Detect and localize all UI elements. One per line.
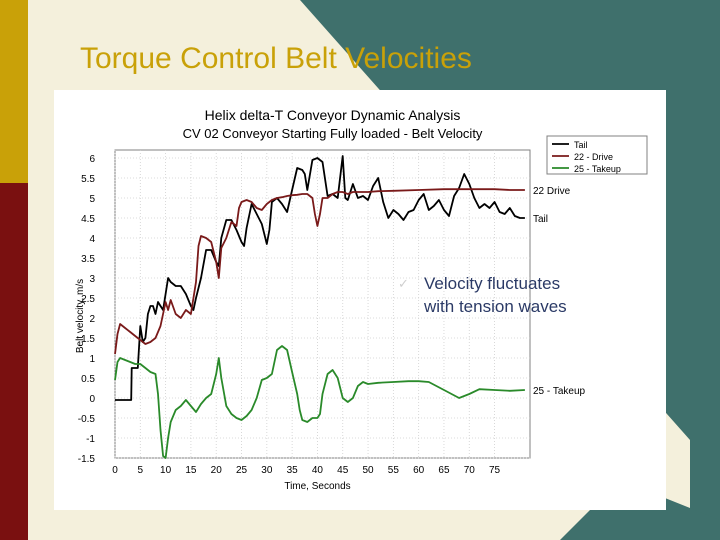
red-accent-bar	[0, 183, 28, 540]
y-tick-label: 4	[89, 234, 95, 245]
series-line-takeup	[114, 345, 525, 459]
y-tick-label: -0.5	[78, 414, 96, 425]
y-tick-label: 2.5	[81, 294, 95, 305]
y-tick-label: 6	[89, 154, 95, 165]
y-tick-label: 1	[89, 354, 95, 365]
x-tick-label: 55	[388, 465, 400, 476]
legend-label-drive: 22 - Drive	[574, 152, 613, 162]
gold-accent-bar	[0, 0, 28, 183]
y-tick-label: 2	[89, 314, 95, 325]
x-tick-label: 60	[413, 465, 425, 476]
y-tick-label: 4.5	[81, 214, 95, 225]
y-tick-label: 5	[89, 194, 95, 205]
y-tick-label: 3.5	[81, 254, 95, 265]
y-axis-label: Belt velocity, m/s	[75, 279, 86, 353]
series-end-label-tail: Tail	[533, 214, 548, 225]
x-tick-label: 30	[261, 465, 273, 476]
y-tick-label: 1.5	[81, 334, 95, 345]
y-tick-label: 5.5	[81, 174, 95, 185]
x-axis-label: Time, Seconds	[284, 481, 350, 492]
x-tick-label: 40	[312, 465, 324, 476]
chart-subtitle: CV 02 Conveyor Starting Fully loaded - B…	[183, 126, 483, 141]
chart-title: Helix delta-T Conveyor Dynamic Analysis	[205, 107, 461, 123]
x-tick-label: 75	[489, 465, 501, 476]
x-tick-label: 50	[362, 465, 374, 476]
x-tick-label: 10	[160, 465, 172, 476]
velocity-chart: Helix delta-T Conveyor Dynamic Analysis C…	[75, 107, 648, 492]
y-tick-label: 3	[89, 274, 95, 285]
bullet-text: Velocity fluctuates with tension waves	[424, 272, 567, 318]
legend-label-takeup: 25 - Takeup	[574, 164, 621, 174]
x-tick-label: 45	[337, 465, 349, 476]
y-tick-label: -1.5	[78, 454, 96, 465]
x-tick-label: 70	[464, 465, 476, 476]
x-tick-label: 0	[112, 465, 118, 476]
x-tick-label: 5	[138, 465, 144, 476]
bullet-line-1: Velocity fluctuates	[424, 274, 561, 293]
bullet-line-2: with tension waves	[424, 297, 567, 316]
bullet-icon: ✓	[398, 276, 409, 291]
y-tick-label: -1	[86, 434, 95, 445]
slide-title: Torque Control Belt Velocities	[80, 42, 472, 75]
series-end-label-takeup: 25 - Takeup	[533, 386, 586, 397]
series-line-tail	[115, 155, 525, 401]
x-tick-label: 65	[438, 465, 450, 476]
y-tick-label: 0	[89, 394, 95, 405]
x-tick-label: 35	[287, 465, 299, 476]
y-tick-label: 0.5	[81, 374, 95, 385]
x-tick-label: 15	[185, 465, 197, 476]
x-tick-label: 25	[236, 465, 248, 476]
chart-panel: Helix delta-T Conveyor Dynamic Analysis C…	[54, 90, 666, 510]
x-tick-label: 20	[211, 465, 223, 476]
series-end-label-drive: 22 Drive	[533, 186, 571, 197]
legend-label-tail: Tail	[574, 140, 588, 150]
series-line-drive	[114, 188, 525, 355]
